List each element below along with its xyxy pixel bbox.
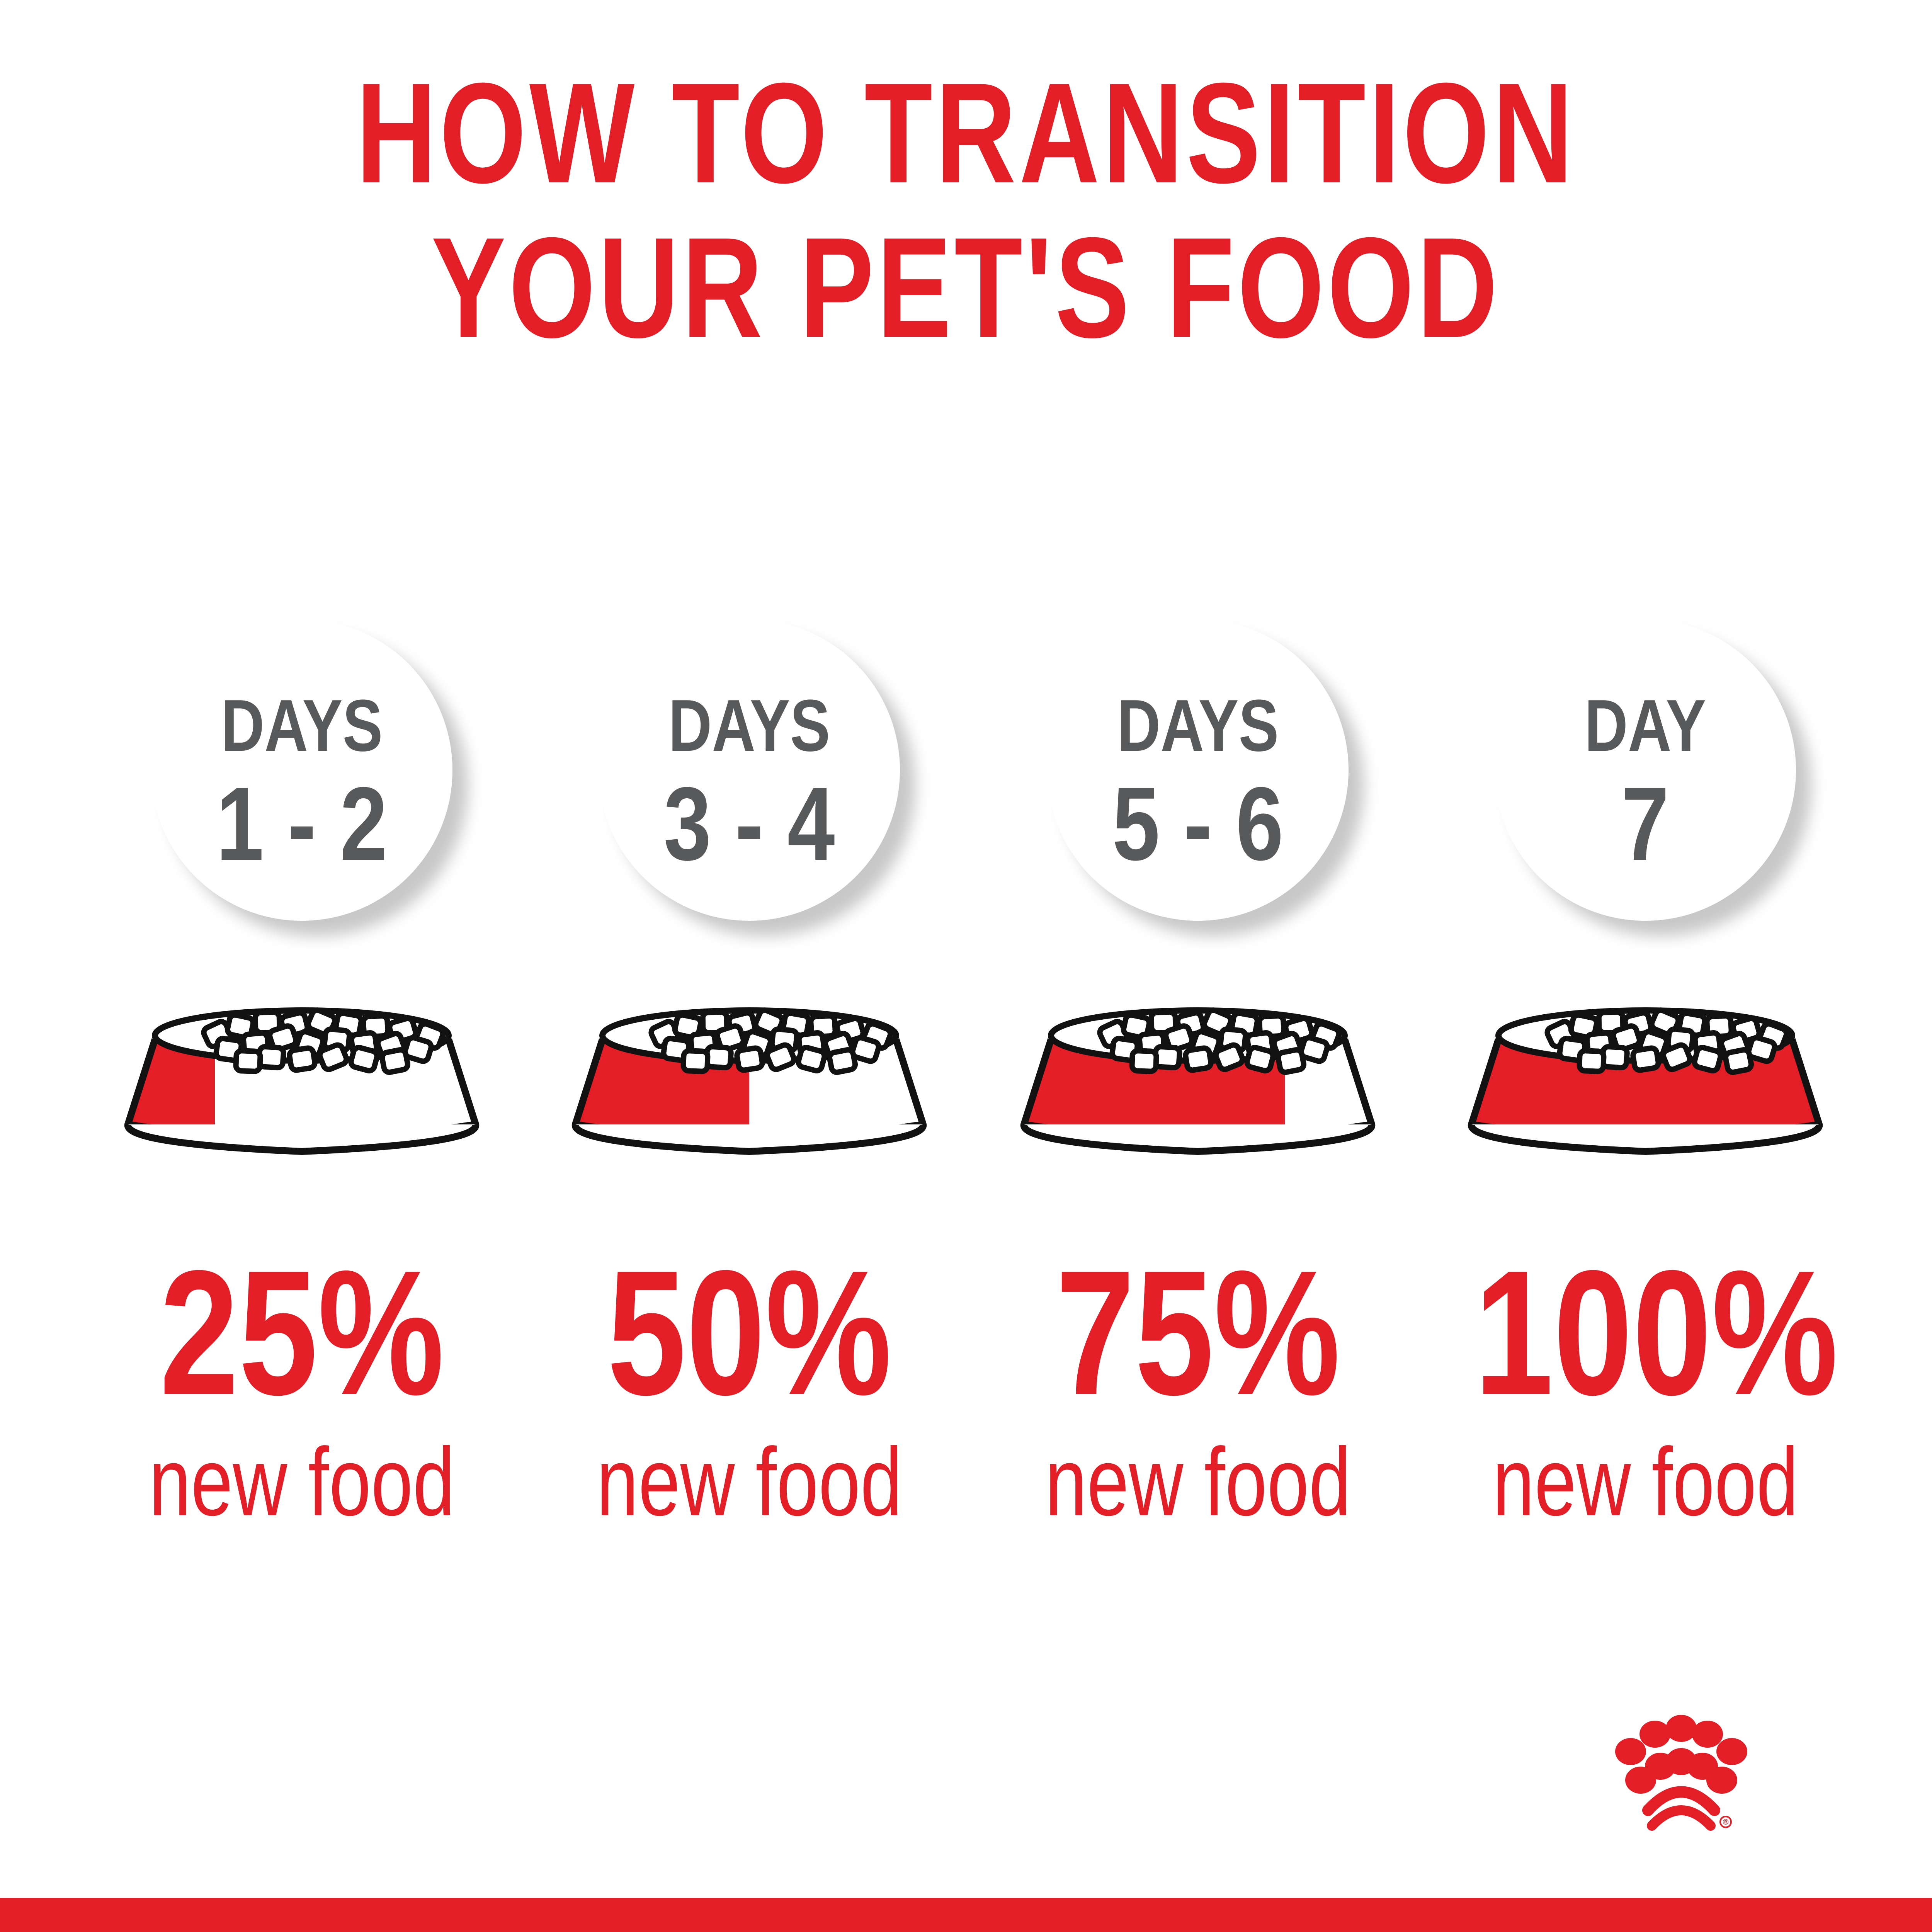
food-bowl-icon [120,981,483,1163]
days-label: DAY [1495,689,1796,762]
title-line-1-text: HOW TO TRANSITION [356,53,1576,213]
kibble [348,1045,380,1073]
new-food-caption: new food [533,1434,966,1530]
kibble [1244,1045,1276,1073]
kibble [734,1045,765,1073]
days-label: DAYS [151,689,452,762]
new-food-percent: 50% [533,1244,966,1422]
kibble [1660,1042,1693,1072]
kibble [1723,1047,1754,1075]
new-food-caption: new food [85,1434,518,1530]
kibble [1630,1045,1661,1073]
new-food-caption: new food [1429,1434,1862,1530]
days-range-text: 1 - 2 [216,766,388,882]
day-range-badge: DAYS 5 - 6 [1047,619,1349,921]
kibble [1276,1047,1306,1075]
new-food-caption-text: new food [1492,1428,1798,1536]
kibble [714,1023,746,1053]
kibble [1577,1048,1607,1074]
new-food-percent: 25% [85,1244,518,1422]
new-food-caption-text: new food [149,1428,455,1536]
kibble [1129,1048,1159,1074]
food-bowl-icon [1464,981,1827,1163]
days-range-text: 7 [1621,766,1669,882]
kibble [402,1035,434,1064]
days-label: DAYS [1047,689,1349,762]
title-line-2-text: YOUR PET'S FOOD [431,208,1501,367]
days-label: DAYS [599,689,900,762]
kibble [287,1045,318,1073]
kibble [379,1047,410,1075]
kibble [1213,1042,1245,1072]
new-food-caption-text: new food [1045,1428,1351,1536]
days-range: 1 - 2 [151,772,452,876]
day-range-badge: DAYS 1 - 2 [151,619,452,921]
days-range-text: 5 - 6 [1112,766,1284,882]
days-range-text: 3 - 4 [663,766,835,882]
day-range-badge: DAY 7 [1495,619,1796,921]
registered-mark: ® [1723,1818,1729,1827]
days-range: 7 [1495,772,1796,876]
title-line-2: YOUR PET'S FOOD [0,216,1932,359]
food-bowl-icon [568,981,931,1163]
paw-crown-logo-icon: ® [1615,1715,1747,1831]
kibble [1298,1035,1330,1064]
kibble [1692,1045,1723,1073]
kibble [267,1023,299,1053]
new-food-percent-text: 50% [607,1234,892,1432]
days-label-text: DAYS [1117,685,1279,767]
days-range: 5 - 6 [1047,772,1349,876]
kibble [233,1048,263,1074]
kibble [1611,1023,1642,1053]
days-range: 3 - 4 [599,772,900,876]
new-food-caption-text: new food [596,1428,902,1536]
new-food-caption: new food [981,1434,1414,1530]
kibble [850,1035,881,1064]
kibble [1746,1035,1777,1064]
kibble [764,1042,797,1072]
days-label-text: DAYS [668,685,830,767]
kibble [1163,1023,1195,1053]
new-food-percent-text: 75% [1055,1234,1340,1432]
new-food-percent: 75% [981,1244,1414,1422]
kibble [317,1042,349,1072]
new-food-percent-text: 25% [159,1234,444,1432]
new-food-percent: 100% [1429,1244,1862,1422]
days-label-text: DAY [1584,685,1706,767]
new-food-percent-text: 100% [1474,1234,1838,1432]
title-line-1: HOW TO TRANSITION [0,62,1932,205]
kibble [680,1048,711,1074]
bottom-bar [0,1898,1932,1932]
kibble [827,1047,858,1075]
kibble [796,1045,827,1073]
day-range-badge: DAYS 3 - 4 [599,619,900,921]
days-label-text: DAYS [221,685,383,767]
kibble [1183,1045,1214,1073]
food-bowl-icon [1016,981,1379,1163]
